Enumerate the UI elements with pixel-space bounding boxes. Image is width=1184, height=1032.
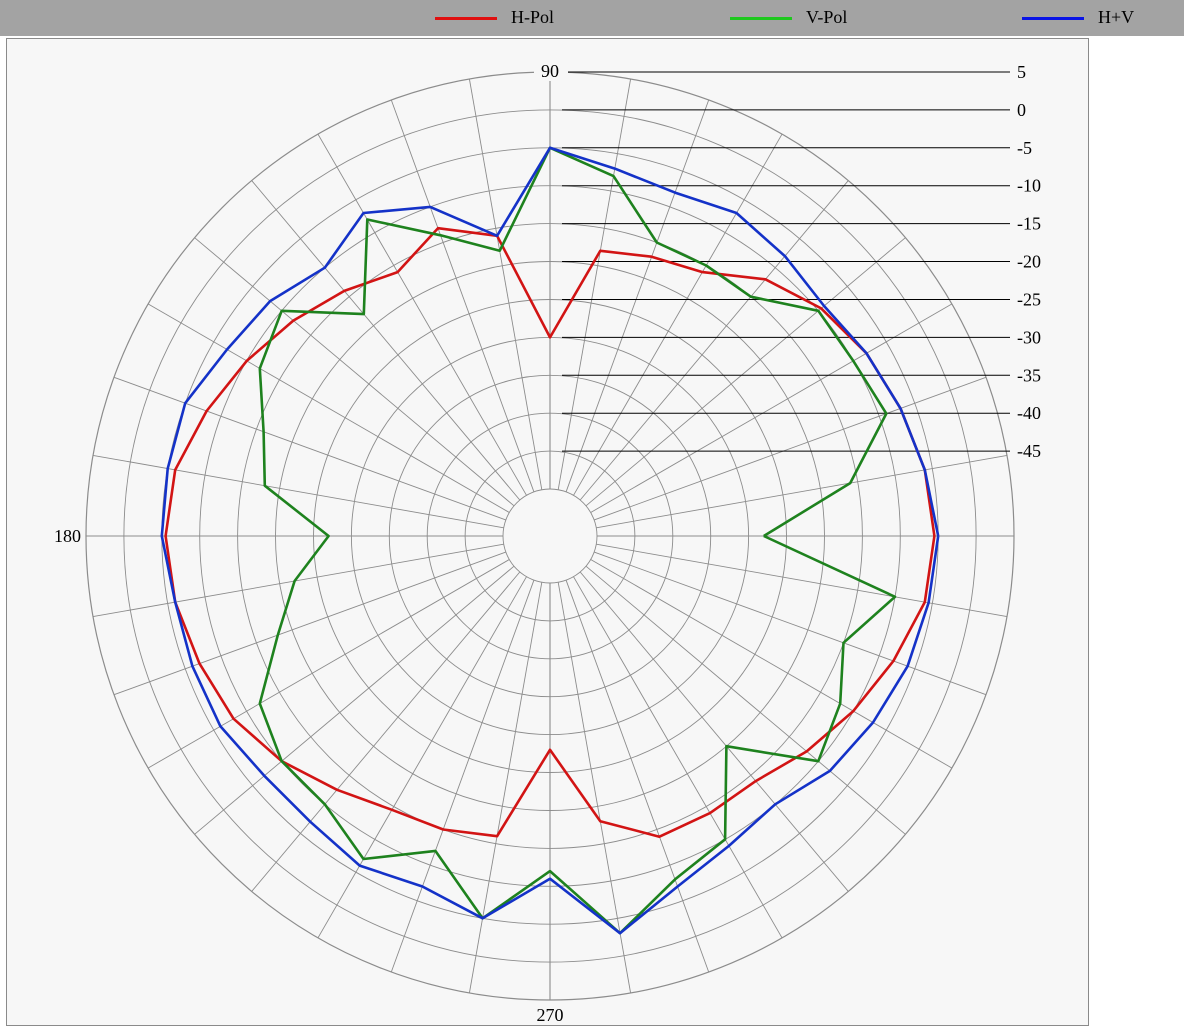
grid-spoke — [585, 237, 906, 507]
radial-tick-label: 5 — [1017, 62, 1026, 82]
chart-frame: 5 0 -5 -10 -15 -20 -25 -30 -35 -40 -45 90 180 270 — [6, 38, 1089, 1026]
grid-spoke — [585, 565, 906, 835]
legend-label-v-pol: V-Pol — [806, 7, 848, 27]
radial-tick-label: -5 — [1017, 138, 1032, 158]
grid-spoke — [596, 543, 1008, 618]
radial-tick-label: -20 — [1017, 252, 1041, 272]
grid-spoke — [194, 237, 515, 507]
grid-spoke — [557, 78, 632, 490]
grid-spoke — [251, 180, 521, 501]
legend-bar: H-Pol V-Pol H+V — [0, 0, 1184, 36]
angle-label-bg — [534, 1005, 568, 1025]
radial-tick-label: -40 — [1017, 403, 1041, 423]
polar-grid — [85, 71, 1015, 1001]
grid-spoke — [565, 580, 710, 973]
radial-tick-label: 0 — [1017, 100, 1026, 120]
series-line-v-pol — [258, 146, 897, 935]
grid-spoke — [579, 180, 849, 501]
grid-spoke — [390, 99, 535, 492]
grid-spoke — [317, 133, 527, 496]
legend-swatch-h-plus-v — [1022, 17, 1084, 20]
grid-spoke — [590, 303, 953, 513]
polar-chart: 5 0 -5 -10 -15 -20 -25 -30 -35 -40 -45 90 180 270 — [45, 61, 1041, 1025]
angle-label-bg — [534, 61, 568, 81]
radial-tick-label: -10 — [1017, 176, 1041, 196]
grid-spoke — [317, 576, 527, 939]
grid-spoke — [251, 571, 521, 892]
legend-label-h-pol: H-Pol — [511, 7, 555, 27]
grid-spoke — [468, 582, 543, 994]
grid-spoke — [92, 454, 504, 529]
grid-spoke — [113, 376, 506, 521]
grid-spoke — [147, 303, 510, 513]
radial-tick-label: -15 — [1017, 214, 1041, 234]
grid-spoke — [468, 78, 543, 490]
series-lines — [160, 146, 940, 935]
radial-ticks: 5 0 -5 -10 -15 -20 -25 -30 -35 -40 -45 90 180 270 — [45, 61, 1041, 1025]
grid-spoke — [147, 559, 510, 769]
grid-spoke — [565, 99, 710, 492]
grid-spoke — [596, 454, 1008, 529]
angle-label: 270 — [537, 1005, 564, 1025]
radial-tick-label: -30 — [1017, 327, 1041, 347]
legend-label-h-plus-v: H+V — [1098, 7, 1135, 27]
radial-tick-label: -25 — [1017, 290, 1041, 310]
grid-spoke — [594, 376, 987, 521]
grid-spoke — [557, 582, 632, 994]
grid-spoke — [194, 565, 515, 835]
grid-spoke — [590, 559, 953, 769]
angle-label: 180 — [54, 526, 81, 546]
angle-label-bg — [45, 526, 79, 546]
grid-spoke — [92, 543, 504, 618]
grid-spoke — [594, 551, 987, 696]
grid-spoke — [573, 133, 783, 496]
grid-spoke — [113, 551, 506, 696]
radial-tick-label: -45 — [1017, 441, 1041, 461]
grid-circle — [502, 488, 598, 584]
grid-spoke — [579, 571, 849, 892]
legend-swatch-h-pol — [435, 17, 497, 20]
grid-spoke — [573, 576, 783, 939]
grid-spoke — [390, 580, 535, 973]
radial-tick-label: -35 — [1017, 365, 1041, 385]
angle-label: 90 — [541, 61, 559, 81]
legend-swatch-v-pol — [730, 17, 792, 20]
